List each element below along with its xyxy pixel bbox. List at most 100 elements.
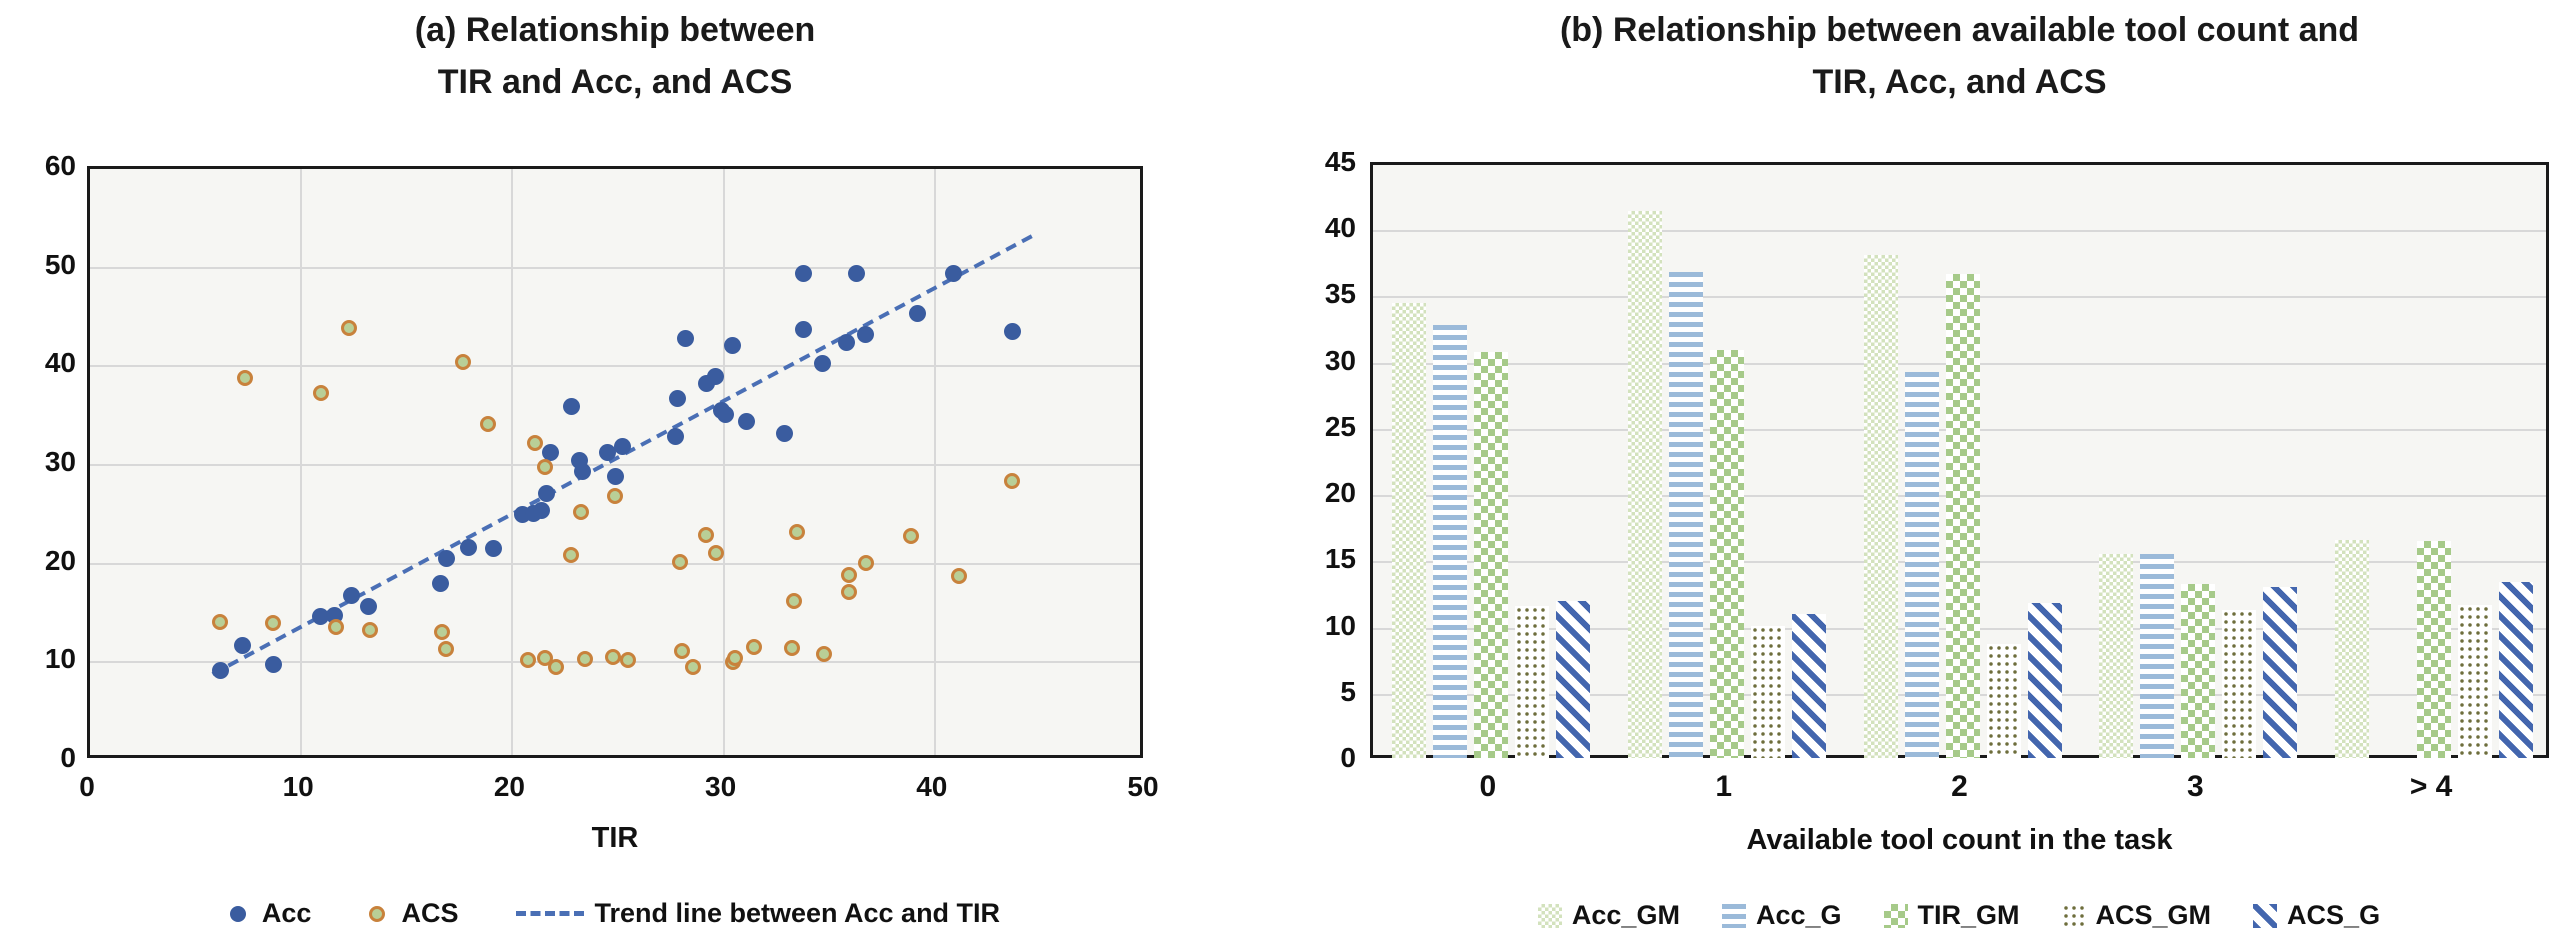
y-tick-label: 20 [1324,477,1356,509]
y-tick-label: 15 [1324,543,1356,575]
h-gridline [90,464,1140,466]
scatter-point-acc [848,265,866,283]
scatter-point-acs [784,639,801,656]
scatter-point-acs [858,554,875,571]
scatter-point-acs [313,384,330,401]
scatter-point-acs [727,650,744,667]
scatter-point-acc [909,304,927,322]
trend-line [211,234,1033,676]
h-gridline [90,365,1140,368]
bar-title-line1: (b) Relationship between available tool … [1559,11,2360,49]
scatter-point-acs [746,638,763,655]
legend-swatch-acs_g [2253,903,2278,928]
scatter-point-acc [795,321,813,339]
scatter-point-acs [697,527,714,544]
legend-item: TIR_GM [1883,900,2020,931]
legend-label: Acc_G [1755,900,1842,930]
bar-acc_gm-cat4 [2335,539,2370,758]
legend-swatch-acs_gm [2061,903,2086,928]
y-tick-label: 0 [60,742,76,773]
legend-item: Trend line between Acc and TIR [516,898,1000,929]
bar-tir_gm-cat4 [2417,541,2452,758]
scatter-point-acc [598,443,616,461]
scatter-point-acc [738,413,756,431]
legend-swatch-acc_gm [1537,903,1562,928]
bar-acs_gm-cat4 [2458,604,2493,758]
scatter-point-acc [666,427,684,445]
scatter-point-acc [537,485,555,503]
scatter-point-acc [723,337,741,355]
scatter-point-acc [706,367,724,385]
scatter-point-acc [607,468,625,486]
bar-acc_gm-cat3 [2099,554,2134,758]
bar-legend: Acc_GM Acc_G TIR_GM ACS_GM ACS_G [1350,900,2568,931]
scatter-point-acc [360,597,378,615]
x-category-label: 1 [1715,770,1733,803]
y-tick-label: 5 [1340,675,1356,707]
bar-tir_gm-cat1 [1709,350,1744,758]
legend-label: ACS_GM [2095,900,2212,930]
scatter-point-acs [526,435,543,452]
scatter-point-acc [856,326,874,344]
scatter-point-acc [541,443,559,461]
y-tick-label: 35 [1324,278,1356,310]
x-tick-label: 30 [705,771,737,802]
legend-label: TIR_GM [1917,900,2020,930]
bar-xaxis-title: Available tool count in the task [1746,824,2173,856]
bar-acs_gm-cat2 [1986,644,2021,758]
y-tick-label: 40 [1324,212,1356,244]
scatter-point-acs [340,319,357,336]
legend-item: ACS [369,898,458,929]
legend-label: Acc_GM [1571,900,1680,930]
scatter-plot-area [87,166,1143,758]
scatter-point-acc [533,501,551,519]
y-tick-label: 20 [44,544,76,576]
y-tick-label: 60 [44,150,76,181]
scatter-point-acs [951,568,968,585]
v-gridline [511,169,514,755]
legend-item: Acc_G [1721,900,1842,931]
y-tick-label: 30 [1324,344,1356,376]
scatter-point-acc [265,655,283,673]
scatter-point-acc [343,586,361,604]
legend-item: ACS_G [2253,900,2380,931]
scatter-point-acc [717,406,735,424]
bar-acc_gm-cat0 [1391,302,1426,758]
scatter-point-acs [361,621,378,638]
scatter-point-acc [1004,323,1022,341]
scatter-point-acc [776,424,794,442]
h-gridline [90,562,1140,565]
scatter-point-acs [1003,472,1020,489]
scatter-point-acs [786,593,803,610]
scatter-xaxis-title: TIR [591,822,639,854]
bar-acc_g-cat2 [1904,371,1939,758]
y-tick-label: 40 [44,347,76,379]
legend-label: ACS [401,898,459,928]
legend-item: Acc [229,898,312,929]
y-tick-label: 30 [44,446,76,477]
v-gridline [300,169,303,755]
x-tick-label: 40 [916,771,948,802]
x-tick-label: 20 [493,771,525,802]
scatter-point-acs [520,652,537,669]
legend-marker-acc [229,905,246,922]
scatter-title-line1: (a) Relationship between [414,11,816,49]
scatter-point-acs [902,528,919,545]
scatter-point-acs [328,618,345,635]
scatter-point-acs [437,640,454,657]
h-gridline [1373,230,2546,233]
bar-acs_g-cat1 [1791,613,1826,758]
scatter-point-acc [795,265,813,283]
legend-label: Acc [261,898,312,928]
x-tick-label: 10 [282,771,314,802]
scatter-point-acs [264,614,281,631]
scatter-point-acs [841,567,858,584]
bar-acc_gm-cat2 [1863,255,1898,758]
legend-swatch-tir_gm [1883,903,1908,928]
scatter-point-acs [619,652,636,669]
scatter-point-acs [577,651,594,668]
y-tick-label: 10 [44,643,76,675]
x-category-label: 3 [2186,770,2204,803]
legend-label: ACS_G [2287,900,2381,930]
